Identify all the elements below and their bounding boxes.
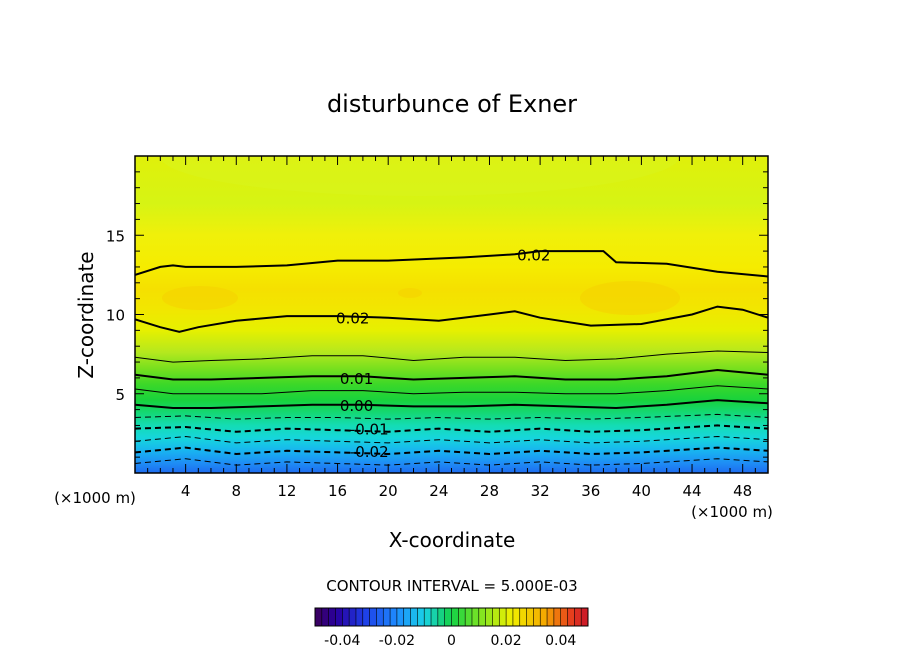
colorbar-cell-21	[458, 608, 466, 626]
contour-label-4: -0.01	[350, 421, 389, 439]
y-tick-label-5: 5	[115, 386, 125, 404]
colorbar-cell-35	[553, 608, 562, 626]
colorbar-cell-5	[349, 608, 357, 626]
contour-line-6	[135, 413, 768, 420]
colorbar	[314, 608, 589, 626]
colorbar-cell-17	[431, 608, 439, 626]
colorbar-cell-16	[424, 608, 432, 626]
y-unit-label: (×1000 m)	[54, 489, 136, 507]
contour-label-layer: 0.02 0.02 0.01 0.00 -0.01 -0.02	[336, 246, 550, 461]
y-tick-label-15: 15	[106, 227, 125, 245]
colorbar-tick-label-2: 0	[447, 633, 456, 649]
colorbar-frame	[314, 607, 589, 627]
x-tick-label-16: 16	[328, 482, 347, 500]
colorbar-cell-4	[342, 608, 350, 626]
colorbar-cell-37	[567, 608, 575, 626]
colorbar-cell-14	[410, 608, 418, 626]
colorbar-cell-13	[403, 608, 412, 626]
colorbar-cell-24	[478, 608, 487, 626]
x-tick-label-44: 44	[682, 482, 701, 500]
x-tick-label-28: 28	[480, 482, 499, 500]
colorbar-cell-29	[512, 608, 521, 626]
colorbar-cell-22	[465, 608, 473, 626]
colorbar-cell-33	[540, 608, 548, 626]
x-tick-label-4: 4	[181, 482, 191, 500]
colorbar-cell-1	[321, 608, 330, 626]
colorbar-cell-19	[444, 608, 452, 626]
colorbar-cell-11	[390, 608, 398, 626]
contour-label-0: 0.02	[517, 246, 550, 264]
colorbar-cell-10	[383, 608, 391, 626]
y-axis-label: Z-coordinate	[74, 251, 98, 378]
field-fill	[135, 156, 768, 473]
colorbar-tick-label-3: 0.02	[491, 633, 522, 649]
colorbar-cell-27	[499, 608, 507, 626]
contour-label-1: 0.02	[336, 310, 369, 328]
colorbar-cell-25	[485, 608, 493, 626]
contour-line-9	[135, 446, 768, 456]
colorbar-cell-3	[335, 608, 343, 626]
colorbar-cell-32	[533, 608, 541, 626]
contour-interval-text: CONTOUR INTERVAL = 5.000E-03	[326, 577, 577, 595]
upper-green-region	[160, 156, 680, 196]
x-tick-label-48: 48	[733, 482, 752, 500]
contour-line-4	[135, 385, 768, 395]
max-region-left	[162, 286, 238, 310]
colorbar-tick-label-0: -0.04	[324, 633, 360, 649]
chart-title: disturbunce of Exner	[327, 90, 577, 118]
x-unit-label: (×1000 m)	[691, 503, 773, 521]
contour-line-2	[135, 350, 768, 363]
colorbar-cell-26	[492, 608, 500, 626]
contour-line-1	[135, 305, 768, 333]
colorbar-cell-30	[519, 608, 528, 626]
contour-label-3: 0.00	[340, 397, 373, 415]
colorbar-tick-label-4: 0.04	[545, 633, 576, 649]
max-region-mid	[398, 288, 422, 298]
colorbar-tick-labels: -0.04 -0.02 0 0.02 0.04	[324, 633, 576, 649]
colorbar-cell-6	[355, 608, 364, 626]
colorbar-cell-12	[396, 608, 405, 626]
colorbar-cell-9	[376, 608, 384, 626]
max-region-right	[580, 281, 680, 315]
x-tick-label-20: 20	[379, 482, 398, 500]
x-tick-label-12: 12	[277, 482, 296, 500]
colorbar-cell-20	[451, 608, 459, 626]
contour-line-7	[135, 424, 768, 433]
colorbar-cell-39	[581, 608, 589, 626]
colorbar-cell-7	[362, 608, 371, 626]
colorbar-tick-label-1: -0.02	[379, 633, 415, 649]
contour-line-8	[135, 435, 768, 444]
colorbar-cell-2	[328, 608, 336, 626]
colorbar-cell-15	[417, 608, 425, 626]
x-tick-label-24: 24	[429, 482, 448, 500]
x-tick-label-8: 8	[232, 482, 242, 500]
contour-line-3	[135, 368, 768, 381]
x-tick-label-32: 32	[531, 482, 550, 500]
plot-area: 0.02 0.02 0.01 0.00 -0.01 -0.02	[135, 156, 768, 473]
y-tick-label-10: 10	[106, 307, 125, 325]
x-tick-label-40: 40	[632, 482, 651, 500]
colorbar-cell-8	[369, 608, 377, 626]
colorbar-cell-38	[574, 608, 582, 626]
colorbar-cell-18	[437, 608, 446, 626]
x-axis-label: X-coordinate	[389, 528, 516, 552]
colorbar-cell-28	[506, 608, 514, 626]
colorbar-cell-31	[526, 608, 534, 626]
colorbar-cell-23	[471, 608, 480, 626]
contour-label-2: 0.01	[340, 370, 373, 388]
colorbar-cell-36	[560, 608, 569, 626]
contour-line-5	[135, 399, 768, 410]
contour-label-5: -0.02	[350, 443, 389, 461]
contour-layer	[135, 250, 768, 466]
colorbar-cell-34	[547, 608, 555, 626]
contour-line-0	[135, 250, 768, 278]
colorbar-cell-0	[315, 608, 323, 626]
x-tick-label-36: 36	[581, 482, 600, 500]
